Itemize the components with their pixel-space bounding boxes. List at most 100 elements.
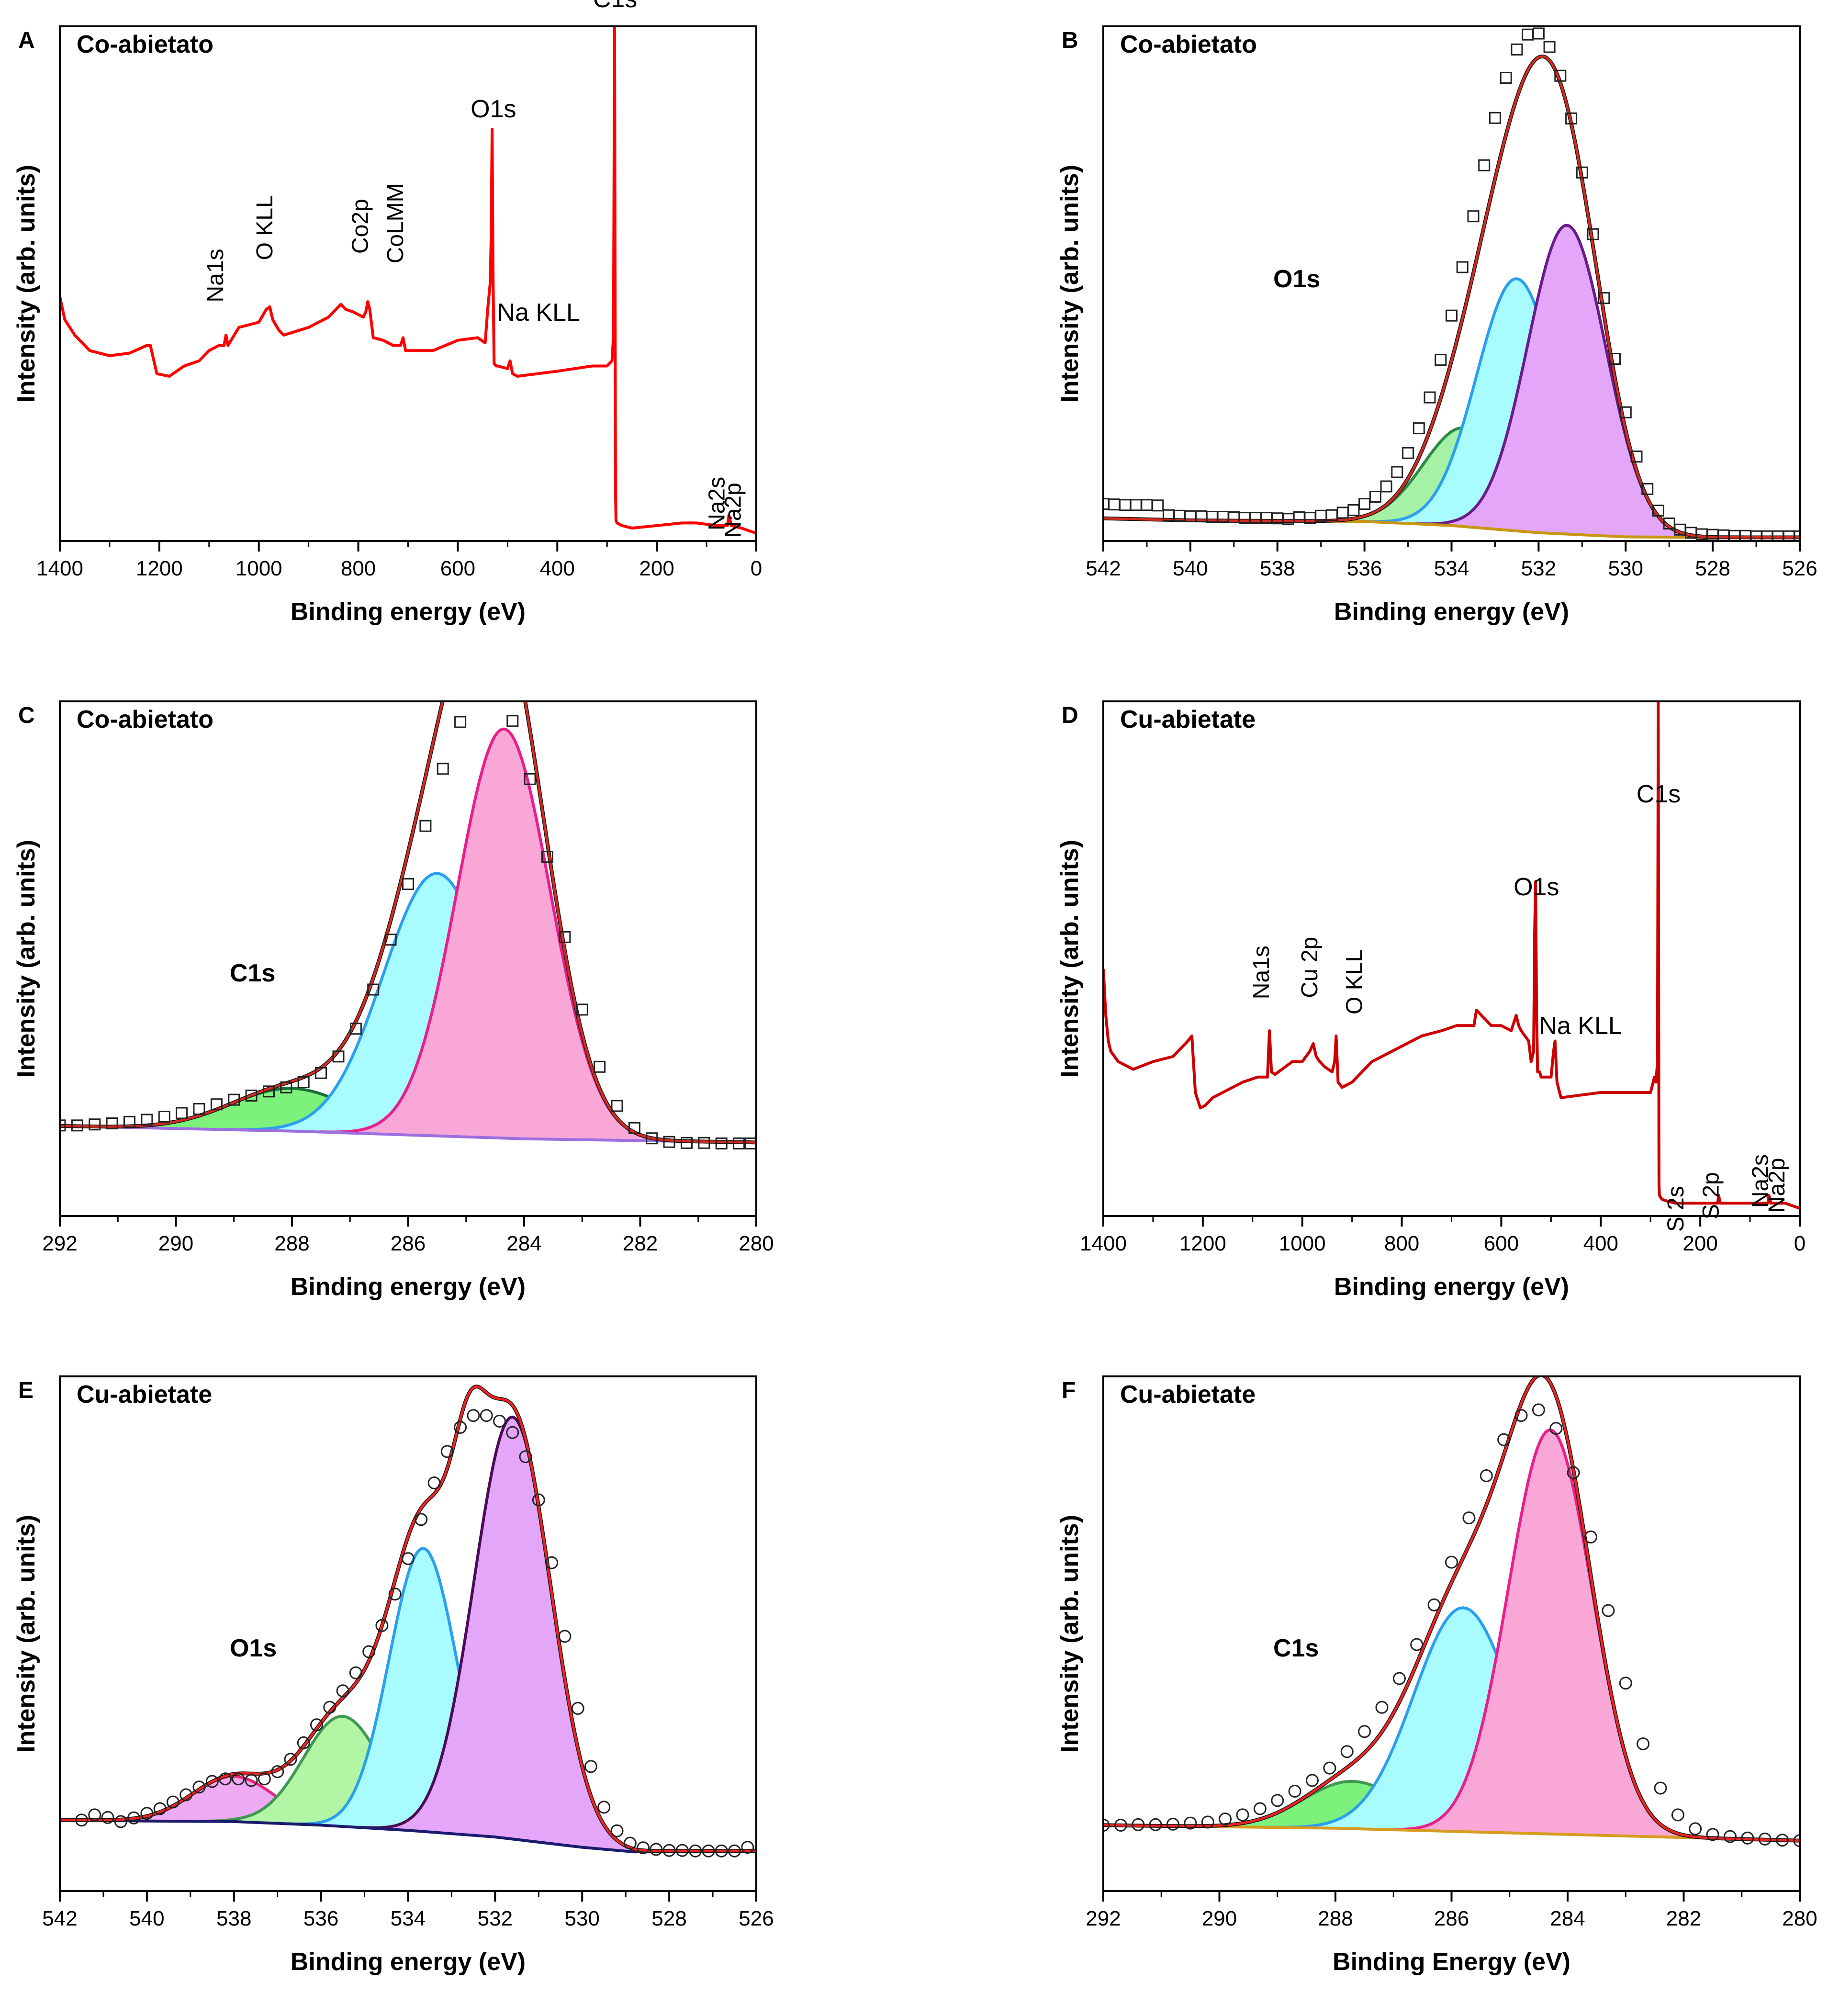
x-tick-label: 282: [1666, 1907, 1701, 1930]
x-tick-label: 538: [216, 1907, 251, 1930]
data-point: [232, 1772, 245, 1786]
data-point: [245, 1089, 258, 1102]
data-point: [123, 1115, 135, 1128]
data-point: [558, 1630, 572, 1643]
data-point: [1219, 1813, 1232, 1825]
y-axis-title: Intensity (arb. units): [1056, 165, 1084, 403]
peak-label: C1s: [593, 0, 637, 13]
data-point: [402, 1552, 415, 1565]
data-point: [440, 1445, 454, 1458]
data-point: [1689, 1822, 1702, 1836]
data-point: [1236, 1808, 1249, 1822]
data-point: [733, 1137, 745, 1149]
x-axis-title: Binding Energy (eV): [1333, 1948, 1570, 1976]
x-axis-title: Binding energy (eV): [291, 1273, 526, 1301]
data-point: [1602, 1604, 1615, 1617]
data-point: [1288, 1784, 1301, 1798]
survey-line: [1103, 701, 1800, 1210]
data-point: [284, 1753, 297, 1766]
component-fill-2: [187, 1716, 499, 1837]
x-tick-label: 528: [651, 1907, 686, 1930]
data-point: [715, 1844, 728, 1858]
x-tick-label: 1400: [36, 557, 83, 580]
data-point: [1543, 41, 1556, 53]
data-point: [1424, 391, 1436, 404]
data-point: [1369, 491, 1381, 503]
data-point: [1598, 292, 1610, 304]
x-tick-label: 538: [1260, 557, 1295, 580]
data-point: [532, 1493, 545, 1507]
x-tick-label: 532: [478, 1907, 513, 1930]
data-point: [698, 1137, 710, 1149]
data-point: [454, 716, 467, 728]
data-point: [1567, 1466, 1580, 1479]
x-tick-label: 542: [1086, 557, 1121, 580]
data-point: [541, 851, 553, 863]
data-point: [1201, 1815, 1214, 1829]
x-tick-label: 288: [1318, 1907, 1353, 1930]
x-tick-label: 290: [158, 1232, 193, 1255]
x-tick-label: 0: [751, 557, 762, 580]
panel-letter: F: [1062, 1378, 1076, 1403]
data-point: [415, 1513, 428, 1526]
data-point: [1630, 451, 1643, 463]
data-point: [1549, 1422, 1563, 1435]
y-axis-title: Intensity (arb. units): [12, 165, 40, 403]
x-tick-label: 1200: [1179, 1232, 1226, 1255]
data-point: [1497, 1433, 1511, 1446]
data-point: [571, 1701, 584, 1715]
data-point: [493, 1415, 506, 1428]
data-point: [728, 1844, 741, 1858]
peak-label: Na2p: [721, 483, 746, 538]
x-tick-label: 1000: [1279, 1232, 1326, 1255]
component-fill-3: [319, 729, 689, 1142]
plot-frame: [59, 25, 757, 542]
data-point: [1306, 1774, 1319, 1787]
envelope-line: [1103, 1376, 1800, 1842]
data-point: [1522, 28, 1534, 41]
data-point: [1794, 530, 1800, 541]
data-point: [1375, 1701, 1389, 1714]
x-tick-label: 292: [1086, 1907, 1121, 1930]
region-label: C1s: [230, 959, 275, 987]
plot-area: [60, 1385, 756, 1858]
data-point: [88, 1808, 101, 1822]
x-tick-label: 534: [391, 1907, 426, 1930]
data-point: [1652, 505, 1664, 517]
x-axis-title: Binding energy (eV): [291, 598, 526, 626]
x-tick-label: 526: [1782, 557, 1817, 580]
peak-label: O1s: [471, 95, 516, 123]
x-tick-label: 800: [341, 557, 376, 580]
data-point: [228, 1093, 240, 1106]
data-point: [89, 1118, 101, 1131]
background-line: [60, 1124, 756, 1144]
data-point: [1336, 507, 1349, 519]
data-point: [637, 1841, 650, 1855]
panel-letter: A: [18, 28, 35, 53]
data-point: [315, 1067, 327, 1079]
data-point: [297, 1076, 310, 1088]
data-point: [297, 1736, 310, 1749]
peak-label: CoLMM: [383, 183, 408, 263]
data-point: [1793, 1834, 1800, 1847]
x-axis-title: Binding energy (eV): [291, 1948, 526, 1976]
data-point: [1323, 1761, 1336, 1775]
data-points: [1103, 1403, 1800, 1847]
x-tick-label: 400: [540, 557, 575, 580]
data-point: [490, 687, 500, 698]
data-point: [1402, 447, 1414, 459]
data-point: [1119, 499, 1131, 511]
data-point: [176, 1107, 188, 1119]
data-point: [75, 1813, 88, 1827]
data-point: [192, 1780, 206, 1794]
data-point: [1576, 166, 1588, 179]
data-point: [60, 1119, 66, 1132]
data-point: [1456, 261, 1469, 273]
data-point: [1446, 309, 1458, 322]
data-point: [140, 1807, 154, 1820]
data-point: [1347, 504, 1360, 516]
x-tick-label: 286: [1434, 1907, 1469, 1930]
data-point: [1391, 466, 1403, 478]
data-point: [1467, 210, 1480, 223]
